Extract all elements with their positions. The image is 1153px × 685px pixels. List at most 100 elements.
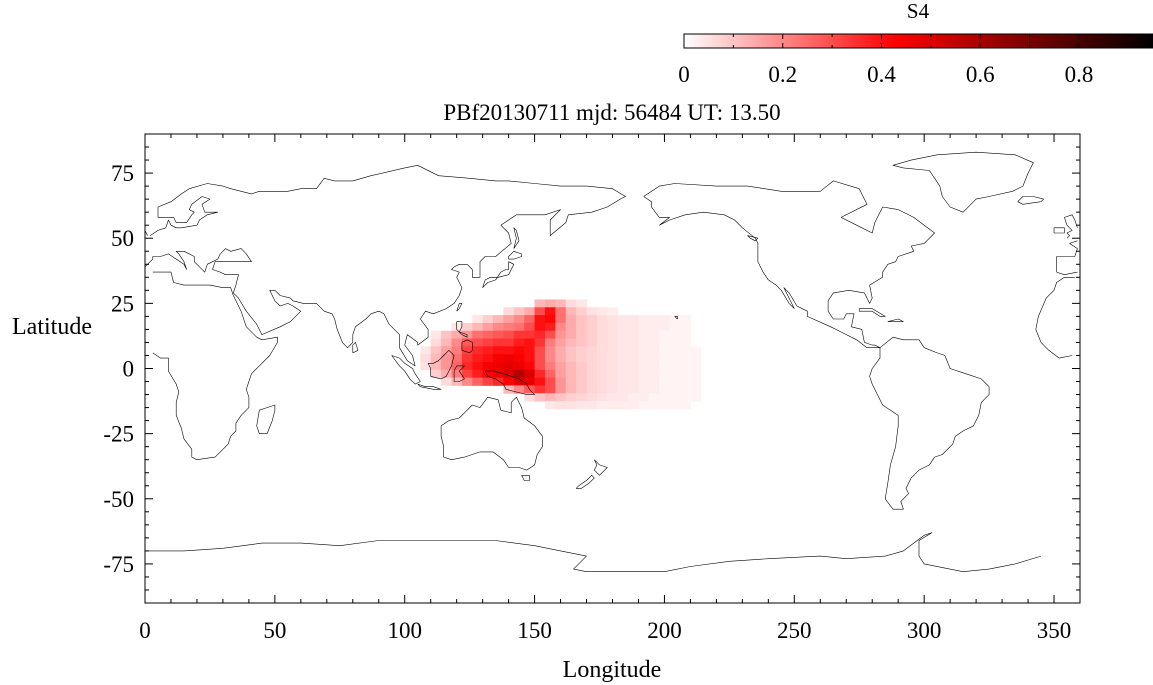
heatmap-cell (648, 315, 660, 324)
y-tick-label: 25 (111, 291, 134, 316)
heatmap-cell (513, 338, 525, 347)
heatmap-cell (617, 369, 629, 379)
heatmap-cell (596, 369, 608, 379)
coastline (152, 271, 278, 460)
coastline (1056, 240, 1078, 273)
coastline (145, 165, 626, 367)
heatmap-cell (669, 377, 681, 386)
coastline (643, 180, 935, 348)
heatmap-cell (638, 369, 650, 379)
x-tick-label: 100 (387, 618, 422, 643)
heatmap-cell (638, 330, 650, 339)
x-tick-label: 300 (907, 618, 942, 643)
heatmap-cell (503, 338, 515, 347)
heatmap-cell (596, 346, 608, 355)
heatmap-cell (638, 385, 650, 394)
heatmap-cell (607, 361, 619, 371)
heatmap-cell (503, 354, 515, 363)
colorbar-ticks: 0 0.2 0.4 0.6 0.8 (678, 34, 1129, 87)
heatmap-cell (648, 354, 660, 363)
heatmap-cell (555, 299, 567, 308)
heatmap-cell (430, 338, 442, 347)
heatmap-cell (607, 338, 619, 347)
heatmap-cell (669, 385, 681, 394)
heatmap-cell (544, 330, 556, 339)
heatmap-cell (659, 361, 671, 371)
coastline (1064, 214, 1078, 228)
heatmap-cell (586, 315, 598, 324)
heatmap-cell (493, 315, 504, 324)
heatmap-cell (534, 307, 546, 316)
heatmap-cell (472, 346, 484, 355)
colorbar-tick-label: 0.2 (768, 62, 797, 87)
heatmap-cell (576, 299, 587, 308)
coastline (440, 396, 543, 471)
heatmap-cell (451, 346, 463, 355)
heatmap-cell (607, 401, 619, 410)
y-tick-label: 50 (111, 226, 134, 251)
heatmap-cell (607, 330, 619, 339)
heatmap-cell (544, 361, 556, 371)
colorbar-tick-label: 0.6 (966, 62, 995, 87)
heatmap-cell (430, 330, 442, 339)
x-tick-label: 250 (777, 618, 812, 643)
heatmap-cell (544, 307, 556, 316)
heatmap-cell (420, 346, 432, 355)
heatmap-cell (524, 369, 535, 379)
x-tick-label: 200 (647, 618, 682, 643)
colorbar-tick-label: 0 (678, 62, 690, 87)
heatmap-cell (555, 330, 567, 339)
heatmap-cell (513, 330, 525, 339)
heatmap-cell (534, 299, 546, 308)
coastline (521, 475, 530, 481)
heatmap-cell (513, 307, 525, 316)
heatmap-cell (555, 354, 567, 363)
coastline (508, 251, 522, 260)
coastline (456, 303, 463, 312)
x-tick-label: 50 (263, 618, 286, 643)
heatmap-cell (544, 354, 556, 363)
heatmap-cell (586, 307, 598, 316)
heatmap-cell (544, 322, 556, 332)
heatmap-cell (617, 338, 629, 347)
heatmap-cell (534, 385, 546, 394)
heatmap-cell (586, 377, 598, 386)
heatmap-cell (628, 354, 639, 363)
heatmap-cell (628, 369, 639, 379)
x-axis-label: Longitude (563, 657, 662, 683)
heatmap-cell (482, 330, 494, 339)
heatmap-cell (472, 354, 484, 363)
heatmap-cell (513, 346, 525, 355)
heatmap-cell (596, 354, 608, 363)
heatmap-cell (669, 330, 681, 339)
heatmap-cell (648, 401, 660, 410)
heatmap-cell (659, 330, 671, 339)
heatmap-cell (493, 377, 504, 386)
colorbar-tick-label: 0.8 (1065, 62, 1094, 87)
heatmap-cell (586, 322, 598, 332)
heatmap-cell (596, 330, 608, 339)
heatmap-cell (565, 354, 577, 363)
heatmap-cell (617, 322, 629, 332)
heatmap-cell (513, 322, 525, 332)
heatmap-cell (617, 393, 629, 402)
y-axis: 75 50 25 0 -25 -50 -75 (103, 133, 1080, 604)
heatmap-cell (576, 369, 587, 379)
coastline (674, 316, 678, 320)
heatmap-cell (680, 354, 691, 363)
heatmap-cell (576, 354, 587, 363)
heatmap-cell (596, 377, 608, 386)
heatmap-cell (441, 330, 452, 339)
coastline (887, 318, 904, 322)
heatmap-cell (461, 338, 473, 347)
heatmap-cell (503, 322, 515, 332)
heatmap-cell (690, 377, 702, 386)
heatmap-cell (441, 377, 452, 386)
heatmap-cell (596, 401, 608, 410)
heatmap-cell (534, 315, 546, 324)
heatmap-cell (461, 346, 473, 355)
heatmap-cell (576, 346, 587, 355)
coastline (747, 235, 759, 242)
heatmap-cell (680, 315, 691, 324)
x-tick-label: 350 (1037, 618, 1072, 643)
